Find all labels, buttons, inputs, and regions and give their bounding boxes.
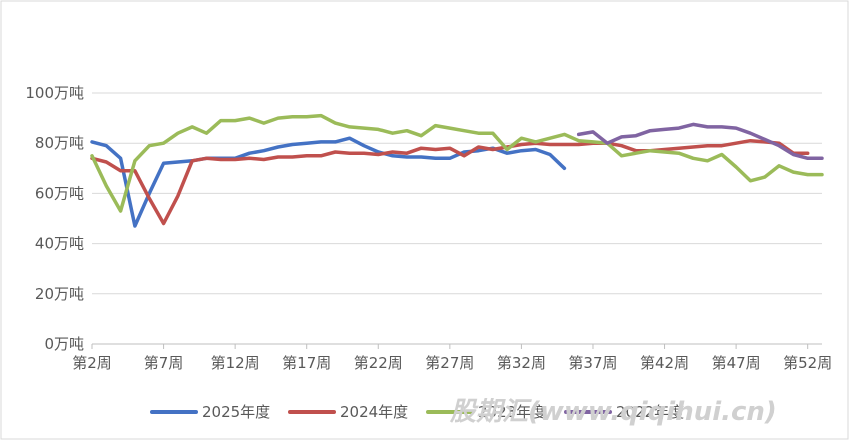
- x-tick-label: 第2周: [72, 354, 112, 372]
- x-tick-label: 第32周: [497, 354, 546, 372]
- x-tick-label: 第27周: [425, 354, 474, 372]
- x-tick-label: 第12周: [211, 354, 260, 372]
- y-tick-label: 100万吨: [25, 84, 84, 102]
- x-tick-label: 第7周: [144, 354, 184, 372]
- series-lines: [90, 113, 824, 228]
- x-tick-label: 第17周: [282, 354, 331, 372]
- y-tick-label: 0万吨: [44, 335, 84, 353]
- x-tick-label: 第22周: [354, 354, 403, 372]
- series-line-2022年度: [576, 122, 824, 161]
- y-tick-label: 40万吨: [35, 235, 84, 253]
- y-tick-label: 60万吨: [35, 184, 84, 202]
- x-tick-label: 第42周: [640, 354, 689, 372]
- x-tick-label: 第52周: [783, 354, 832, 372]
- watermark: 股期汇(www.qiqihui.cn): [449, 397, 777, 427]
- legend: 2025年度 2024年度 2023年度 2022年度: [150, 403, 684, 421]
- y-tick-label: 20万吨: [35, 285, 84, 303]
- legend-label: 2022年度: [616, 403, 684, 421]
- gridlines: [92, 92, 822, 295]
- y-tick-label: 80万吨: [35, 134, 84, 152]
- legend-label: 2024年度: [340, 403, 408, 421]
- legend-label: 2023年度: [478, 403, 546, 421]
- x-tick-label: 第47周: [712, 354, 761, 372]
- x-tick-label: 第37周: [568, 354, 617, 372]
- series-line-2023年度: [90, 113, 824, 213]
- legend-label: 2025年度: [202, 403, 270, 421]
- series-line-2024年度: [90, 138, 810, 226]
